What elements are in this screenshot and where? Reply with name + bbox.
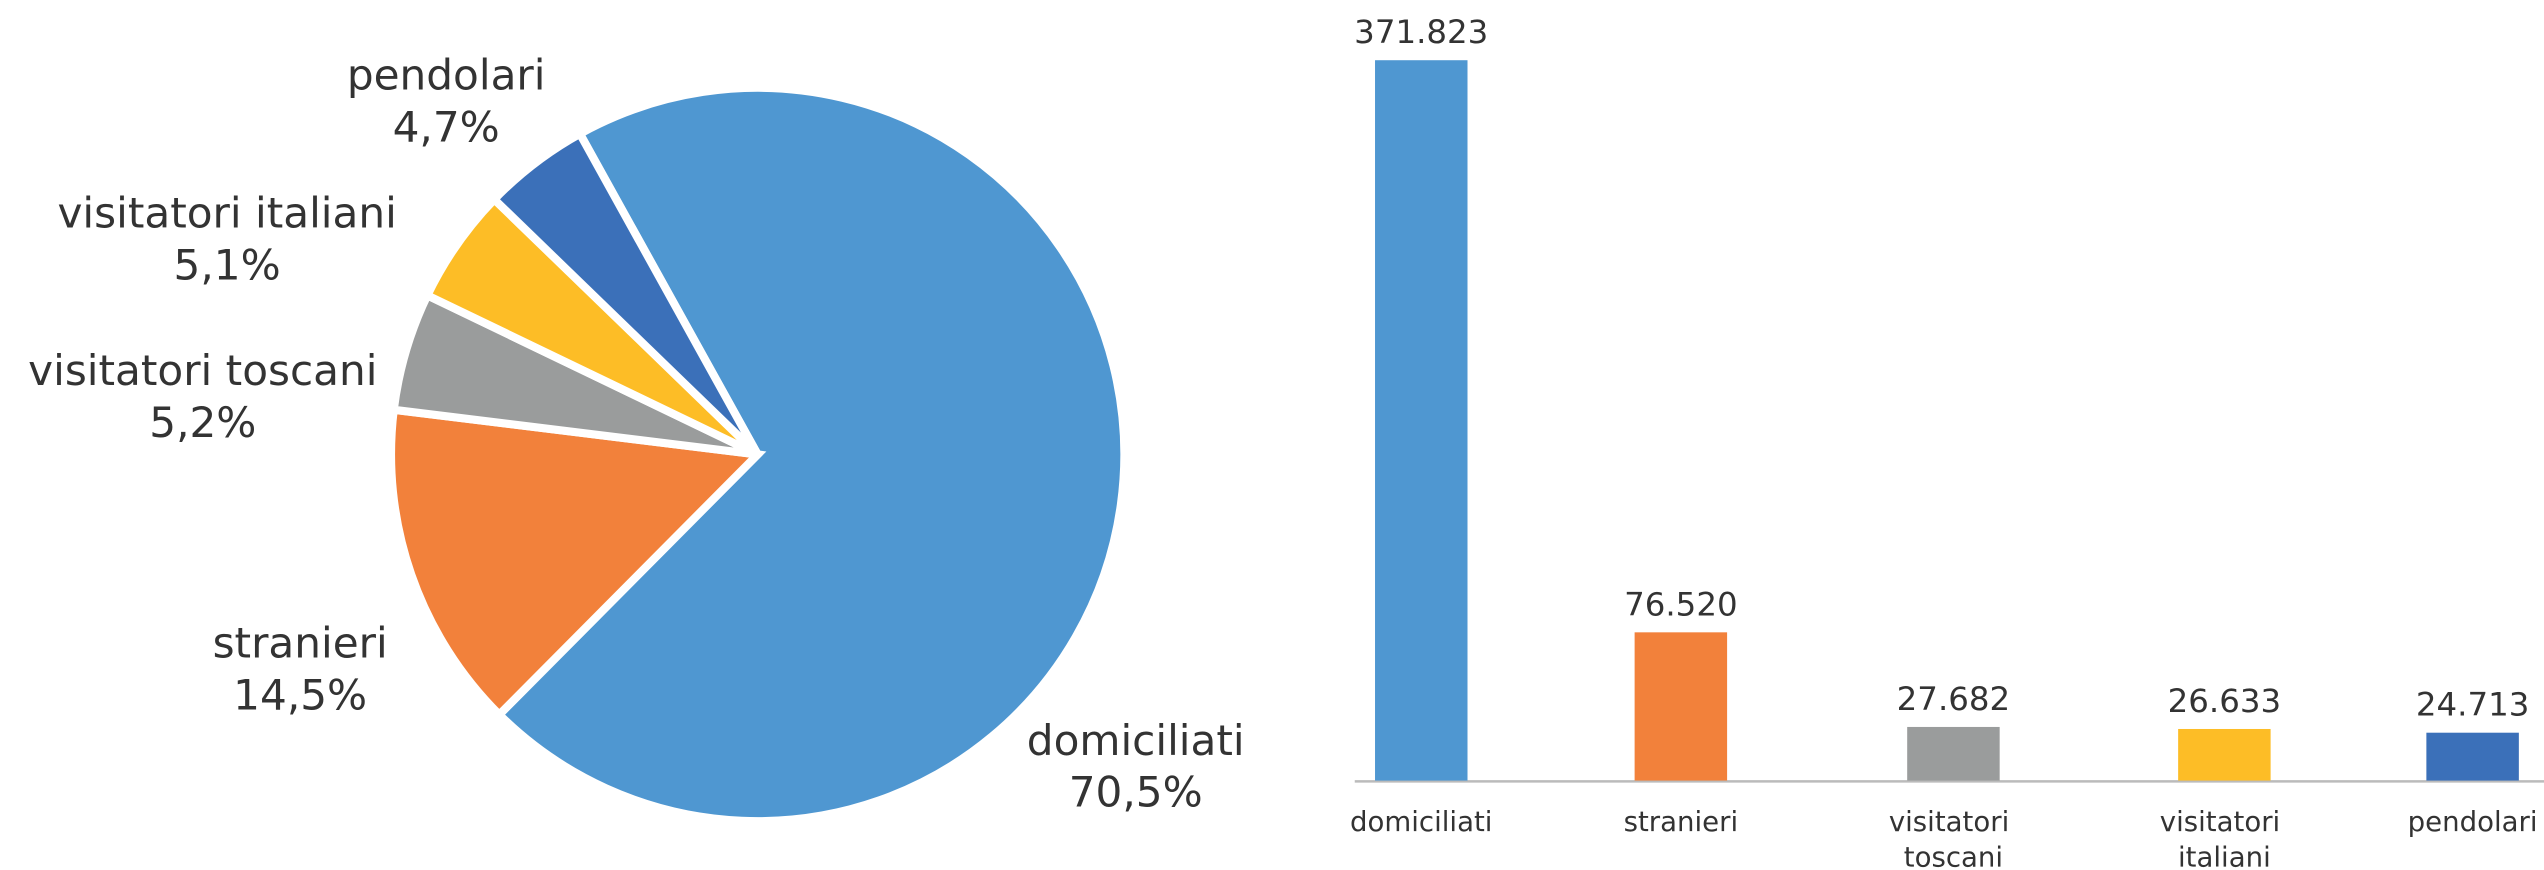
bar-value-label: 27.682 [1897,680,2011,718]
bar-value-label: 371.823 [1354,13,1488,51]
slice-value-label: 4,7% [393,102,500,151]
bar [1375,60,1468,781]
bar [2426,732,2519,781]
x-tick-label: pendolari [2408,805,2538,838]
slice-value-label: 5,2% [149,398,256,447]
bar-value-label: 26.633 [2168,682,2282,720]
slice-value-label: 70,5% [1069,768,1203,817]
slice-value-label: 14,5% [233,670,367,719]
bar-value-label: 76.520 [1624,585,1738,623]
bar-value-label: 24.713 [2416,686,2529,724]
slice-label: pendolari [347,51,546,100]
x-tick-label: domiciliati [1350,805,1492,838]
pie-slice [488,128,762,458]
bar [1634,632,1728,781]
slice-label: visitatori toscani [28,346,377,395]
slice-value-label: 5,1% [174,240,281,289]
pie-slice [386,405,767,721]
slice-label: visitatori italiani [57,188,396,237]
x-tick-label: stranieri [1624,805,1739,838]
slice-label: domiciliati [1027,716,1245,765]
x-tick-label: visitatori toscani [1889,805,2018,870]
pie-slice [493,83,1129,826]
bar [2178,728,2271,781]
slice-label: stranieri [213,618,388,667]
x-tick-label: visitatori italiani [2160,805,2289,870]
bar [1907,726,2000,781]
